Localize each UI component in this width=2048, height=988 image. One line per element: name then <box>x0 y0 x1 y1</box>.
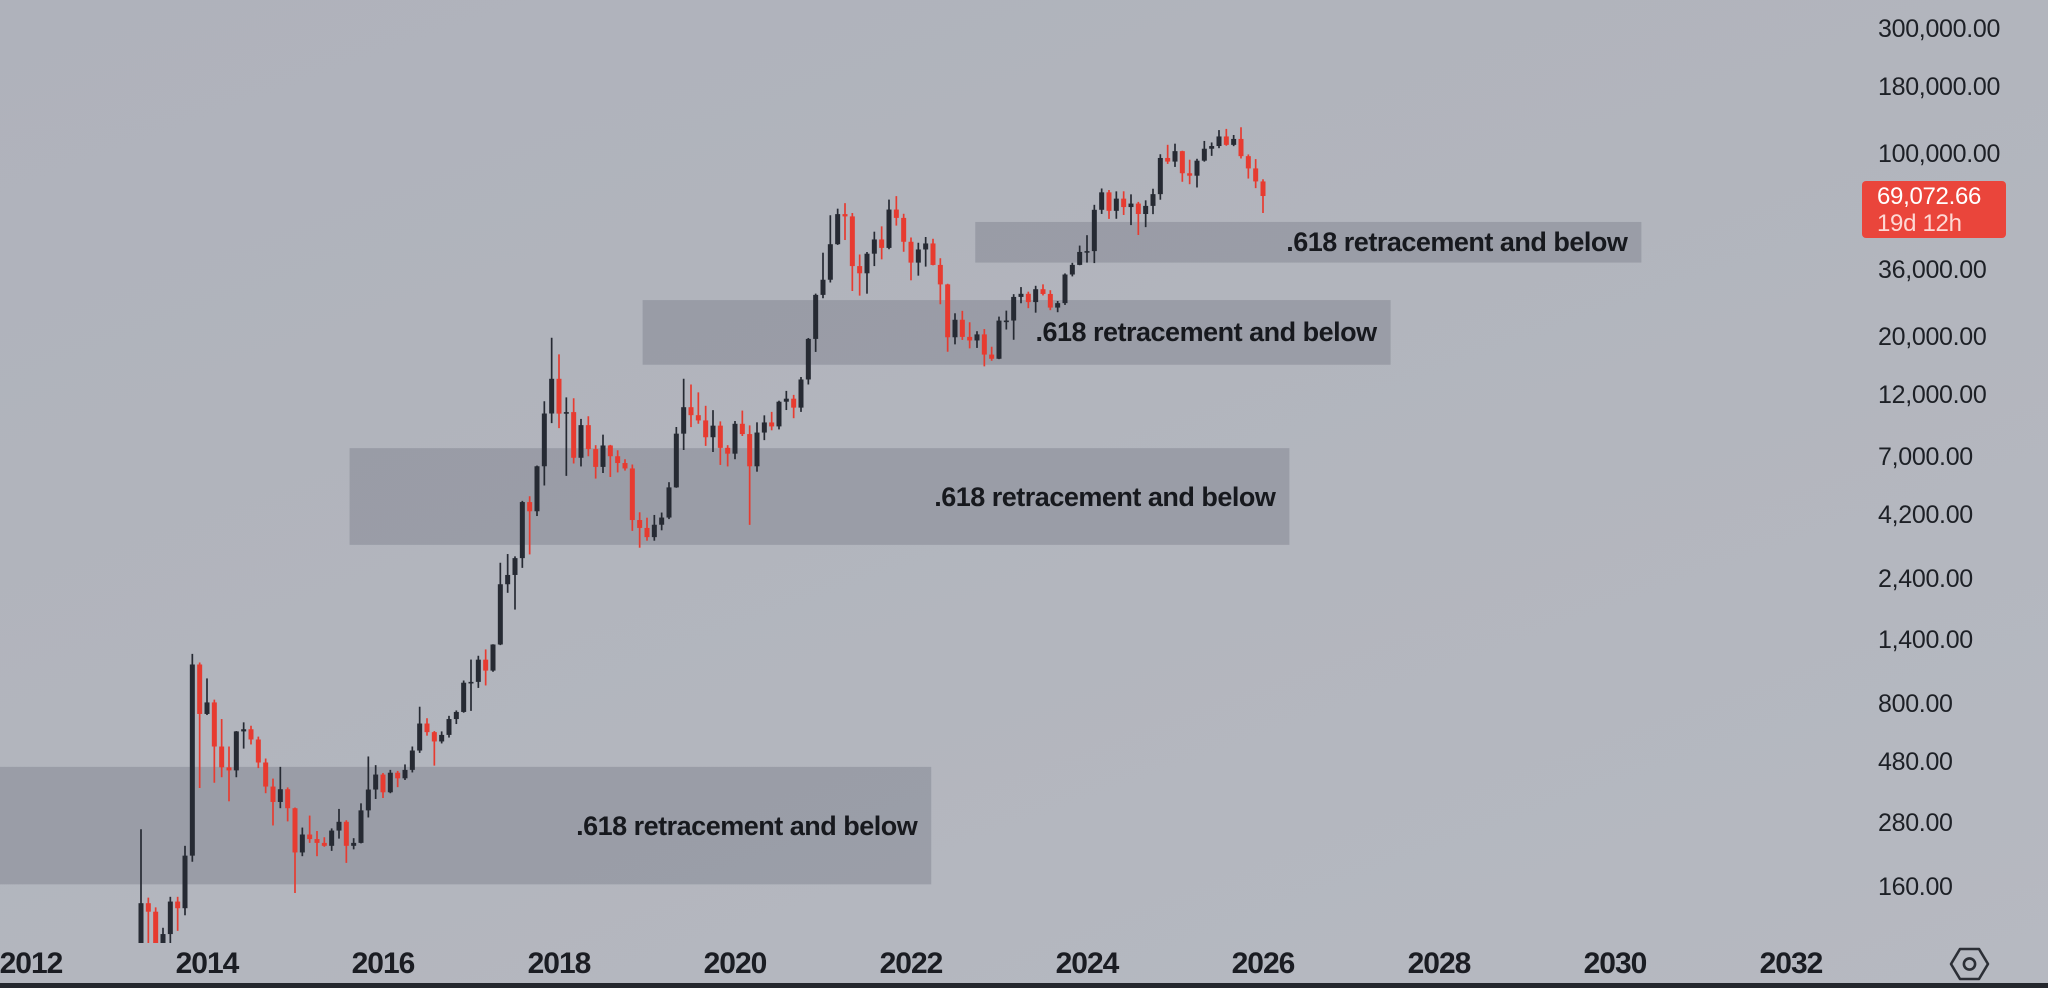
zone-label[interactable]: .618 retracement and below <box>934 481 1276 512</box>
retracement-zone[interactable] <box>349 448 1290 545</box>
price-axis-label: 36,000.00 <box>1878 256 1987 285</box>
candlestick-series <box>138 127 1266 943</box>
price-axis-label: 300,000.00 <box>1878 14 2001 43</box>
price-axis-label: 800.00 <box>1878 689 1953 718</box>
time-axis-label: 2014 <box>175 947 240 980</box>
zone-label[interactable]: .618 retracement and below <box>1286 227 1628 258</box>
chart-canvas[interactable] <box>0 0 2048 943</box>
price-axis-label: 160.00 <box>1878 873 1953 902</box>
window-bottom-edge <box>0 983 2048 988</box>
time-axis[interactable]: 2012 2014 2016 2018 2020 2022 2024 2026 2028 2030… <box>0 943 2048 984</box>
price-axis-label: 7,000.00 <box>1878 442 1973 471</box>
time-axis-label: 2018 <box>527 947 592 980</box>
price-axis-label: 2,400.00 <box>1878 564 1973 593</box>
price-axis[interactable]: 300,000.00 180,000.00 100,000.00 36,000.00 2… <box>1850 0 2048 943</box>
retracement-zone[interactable] <box>0 766 932 885</box>
hexagon-settings-icon <box>1949 947 1990 981</box>
time-axis-label: 2026 <box>1231 947 1296 980</box>
time-axis-label: 2016 <box>351 947 416 980</box>
time-axis-label: 2012 <box>0 947 63 980</box>
price-axis-label: 280.00 <box>1878 809 1953 838</box>
price-axis-label: 180,000.00 <box>1878 72 2001 101</box>
time-axis-label: 2030 <box>1583 947 1648 980</box>
retracement-zone[interactable] <box>642 300 1391 365</box>
time-axis-label: 2020 <box>703 947 768 980</box>
price-axis-label: 1,400.00 <box>1878 626 1973 655</box>
price-axis-label: 12,000.00 <box>1878 381 1987 410</box>
time-axis-label: 2028 <box>1407 947 1472 980</box>
price-axis-label: 20,000.00 <box>1878 323 1987 352</box>
settings-button[interactable] <box>1946 942 1994 986</box>
price-axis-label: 4,200.00 <box>1878 500 1973 529</box>
last-price-value: 69,072.66 <box>1877 182 1982 210</box>
time-axis-label: 2022 <box>879 947 944 980</box>
zone-label[interactable]: .618 retracement and below <box>1035 317 1377 348</box>
time-axis-label: 2024 <box>1055 947 1120 980</box>
time-axis-label: 2032 <box>1759 947 1824 980</box>
price-badge: 69,072.66 19d 12h <box>1862 180 2006 238</box>
price-axis-label: 480.00 <box>1878 748 1953 777</box>
price-axis-label: 100,000.00 <box>1878 139 2001 168</box>
bar-countdown: 19d 12h <box>1877 209 1962 237</box>
zone-label[interactable]: .618 retracement and below <box>576 810 918 841</box>
retracement-zones[interactable] <box>0 221 1642 885</box>
